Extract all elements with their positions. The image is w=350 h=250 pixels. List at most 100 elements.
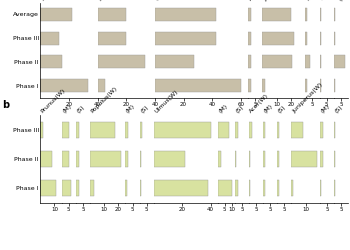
Bar [262,79,265,92]
Bar [334,180,336,196]
Text: (M): (M) [320,104,330,114]
Bar [125,151,128,167]
Text: (S): (S) [140,104,149,114]
Text: Acer: Acer [248,0,261,2]
Bar [292,122,303,138]
Bar [90,151,121,167]
Bar [292,151,317,167]
Bar [140,122,142,138]
Bar [277,151,279,167]
Bar [90,122,116,138]
Text: Populus: Populus [98,0,118,2]
Bar [140,151,141,167]
Bar [262,32,294,45]
Bar [235,122,238,138]
Text: Populus(W): Populus(W) [90,86,118,114]
Text: Prunus: Prunus [40,0,59,2]
Bar [263,180,265,196]
Bar [125,180,127,196]
Bar [320,8,321,21]
Bar [40,151,51,167]
Bar [262,8,291,21]
Bar [305,32,307,45]
Bar [305,8,307,21]
Bar [154,180,208,196]
Bar [277,180,279,196]
Text: Rhamnus: Rhamnus [305,0,330,2]
Bar [154,122,211,138]
Bar [235,180,238,196]
Text: (M): (M) [62,104,72,114]
Bar [218,122,229,138]
Bar [320,122,323,138]
Bar [320,180,321,196]
Bar [40,79,88,92]
Bar [154,151,185,167]
Bar [249,151,250,167]
Bar [98,55,145,68]
Bar [62,180,71,196]
Bar [40,32,59,45]
Bar [334,79,335,92]
Bar [305,55,309,68]
Bar [98,32,126,45]
Bar [305,79,307,92]
Bar [76,151,78,167]
Text: (S): (S) [76,104,85,114]
Bar [235,151,236,167]
Bar [249,180,250,196]
Text: Acer(W): Acer(W) [249,93,270,114]
Bar [263,122,265,138]
Bar [292,180,293,196]
Bar [140,180,141,196]
Bar [218,180,232,196]
Bar [334,8,335,21]
Bar [249,122,252,138]
Bar [334,122,336,138]
Bar [320,32,321,45]
Bar [334,151,336,167]
Bar [277,122,279,138]
Text: (M): (M) [125,104,136,114]
Text: Prunus(W): Prunus(W) [40,88,66,114]
Text: Juniperus(W): Juniperus(W) [292,82,323,114]
Bar [76,180,78,196]
Bar [62,122,69,138]
Bar [155,55,194,68]
Bar [320,79,321,92]
Bar [320,55,321,68]
Bar [320,151,323,167]
Bar [76,122,78,138]
Text: twig
(%): twig (%) [334,0,350,2]
Text: (S): (S) [334,104,344,114]
Bar [40,55,62,68]
Bar [248,32,251,45]
Bar [334,55,345,68]
Bar [155,79,241,92]
Bar [334,32,335,45]
Bar [40,8,72,21]
Bar [62,151,69,167]
Bar [155,8,216,21]
Text: (M): (M) [218,104,228,114]
Text: Tamarix: Tamarix [320,0,341,2]
Bar [90,180,94,196]
Bar [125,122,128,138]
Bar [248,55,251,68]
Bar [40,180,56,196]
Bar [98,79,105,92]
Bar [98,8,126,21]
Bar [248,79,251,92]
Bar [248,8,251,21]
Bar [218,151,220,167]
Text: (S): (S) [235,104,244,114]
Text: Ulmus: Ulmus [155,0,172,2]
Bar [155,32,216,45]
Text: (M): (M) [263,104,274,114]
Text: (S): (S) [277,104,287,114]
Bar [40,122,43,138]
Text: b: b [2,100,9,110]
Text: Juniperus: Juniperus [262,0,287,2]
Text: Ulmus(W): Ulmus(W) [154,89,179,114]
Bar [263,151,265,167]
